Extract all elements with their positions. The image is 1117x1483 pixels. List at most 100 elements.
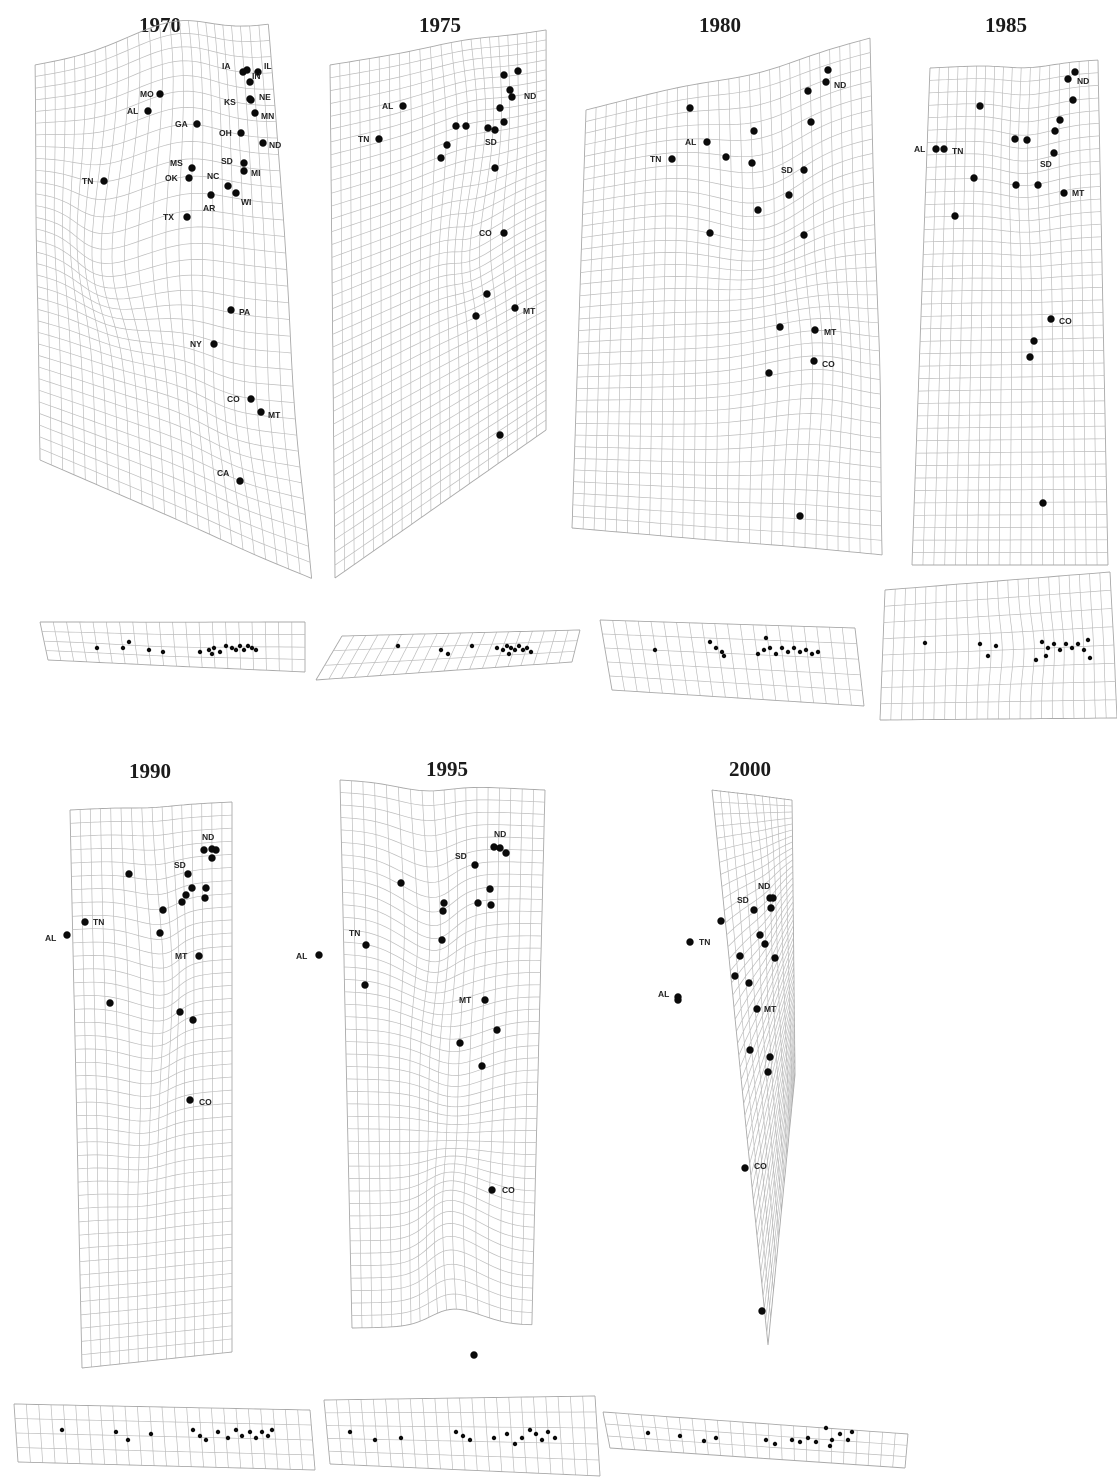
state-dot: [750, 127, 758, 135]
strip-dot: [438, 647, 444, 653]
state-dot: [81, 918, 89, 926]
grid-line: [574, 457, 881, 468]
strip-dot: [652, 647, 658, 653]
state-label-al: AL: [685, 137, 696, 147]
grid-line: [347, 1128, 537, 1134]
grid-line: [743, 955, 795, 1104]
state-dot: [1011, 135, 1019, 143]
grid-line: [881, 681, 1116, 688]
grid-line: [341, 867, 543, 898]
state-dot: [361, 981, 369, 989]
state-label-mi: MI: [251, 168, 260, 178]
state-label-sd: SD: [781, 165, 793, 175]
state-dot: [496, 431, 504, 439]
state-dot: [437, 154, 445, 162]
state-dot: [474, 899, 482, 907]
grid-line: [816, 626, 827, 704]
grid-line: [599, 619, 613, 691]
grid-line: [71, 867, 233, 881]
state-dot: [748, 159, 756, 167]
grid-line: [331, 179, 547, 258]
grid-line: [719, 835, 793, 863]
grid-line: [925, 186, 1101, 198]
grid-line: [332, 229, 547, 322]
state-dot: [496, 844, 504, 852]
grid-line: [920, 337, 1104, 342]
grid-line: [35, 141, 279, 166]
grid-line: [615, 1412, 623, 1449]
state-dot: [208, 854, 216, 862]
strip-dot: [1045, 645, 1051, 651]
grid-line: [728, 883, 794, 960]
grid-line: [612, 620, 625, 691]
state-dot: [184, 870, 192, 878]
grid-line: [332, 249, 547, 348]
panel-title-1975: 1975: [419, 13, 461, 37]
state-dot: [674, 996, 682, 1004]
grid-1990: [69, 801, 233, 1369]
grid-line: [923, 236, 1102, 245]
grid-line: [35, 46, 272, 89]
strip-1980: [599, 619, 865, 707]
grid-line: [69, 801, 233, 811]
state-dot: [471, 861, 479, 869]
grid-line: [913, 514, 1107, 516]
state-dot: [259, 139, 267, 147]
grid-line: [36, 263, 289, 304]
state-label-ca: CA: [217, 468, 229, 478]
strip-dot: [520, 647, 526, 653]
strip-dot: [755, 651, 761, 657]
grid-line: [351, 1278, 533, 1304]
strip-dot: [211, 645, 217, 651]
grid-line: [922, 274, 1103, 280]
grid-line: [928, 110, 1099, 123]
grid-line: [79, 1259, 233, 1276]
strip-dot: [785, 649, 791, 655]
state-label-in: IN: [252, 71, 261, 81]
grid-line: [329, 29, 547, 66]
state-dot: [125, 870, 133, 878]
state-dot: [1030, 337, 1038, 345]
state-dot: [1047, 315, 1055, 323]
state-dot: [63, 931, 71, 939]
grid-line: [315, 661, 573, 681]
grid-line: [330, 39, 547, 79]
state-dot: [438, 936, 446, 944]
grid-line: [334, 399, 547, 540]
grid-line: [914, 488, 1107, 491]
strip-dot: [469, 643, 475, 649]
grid-line: [330, 49, 547, 91]
grid-line: [628, 1413, 635, 1450]
state-label-al: AL: [382, 101, 393, 111]
strip-dot: [809, 651, 815, 657]
grid-line: [333, 339, 547, 463]
state-dot: [188, 884, 196, 892]
grid-line: [75, 1037, 233, 1060]
state-dot: [159, 906, 167, 914]
grid-line: [573, 492, 882, 512]
grid-line: [916, 425, 1106, 429]
state-label-mo: MO: [140, 89, 154, 99]
grid-line: [880, 717, 1117, 721]
grid-line: [332, 269, 547, 374]
state-dot: [500, 229, 508, 237]
state-dot: [439, 907, 447, 915]
grid-line: [409, 1398, 417, 1468]
grid-line: [572, 504, 882, 527]
strip-dot: [519, 1435, 525, 1441]
grid-line: [38, 378, 301, 468]
grid-line: [754, 1009, 795, 1213]
strip-dot: [253, 1435, 259, 1441]
grid-line: [605, 1423, 908, 1446]
strip-1985: [879, 571, 1117, 721]
grid-line: [571, 629, 581, 663]
strip-dot: [761, 647, 767, 653]
grid-line: [79, 1233, 233, 1249]
grid-line: [751, 997, 795, 1189]
grid-line: [919, 362, 1105, 367]
grid-line: [724, 859, 793, 911]
state-dot: [227, 306, 235, 314]
grid-line: [691, 1418, 697, 1454]
state-dot: [188, 164, 196, 172]
state-dot: [481, 996, 489, 1004]
